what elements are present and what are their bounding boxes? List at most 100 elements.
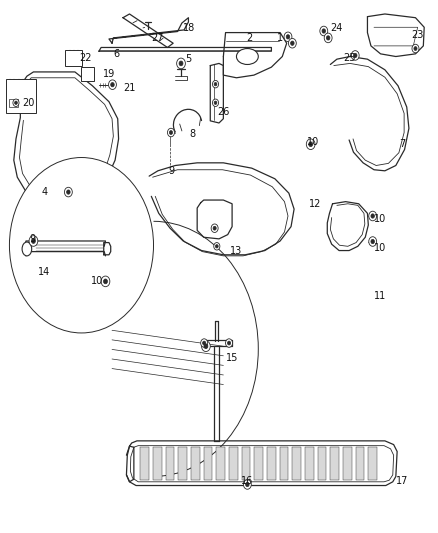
Bar — [368, 447, 377, 480]
Circle shape — [288, 38, 296, 48]
Circle shape — [14, 101, 18, 104]
Text: 14: 14 — [38, 267, 50, 277]
Circle shape — [214, 83, 217, 86]
Bar — [166, 447, 174, 480]
Text: 15: 15 — [226, 353, 238, 364]
Circle shape — [212, 80, 219, 88]
Circle shape — [214, 243, 220, 250]
Text: 24: 24 — [331, 23, 343, 34]
Circle shape — [170, 131, 173, 134]
Text: 12: 12 — [309, 199, 321, 209]
Circle shape — [64, 187, 72, 197]
Bar — [254, 447, 263, 480]
Circle shape — [412, 44, 419, 53]
Circle shape — [201, 341, 210, 352]
Text: 21: 21 — [124, 83, 136, 93]
Text: 20: 20 — [22, 98, 35, 108]
Text: 7: 7 — [399, 139, 406, 149]
Bar — [318, 447, 326, 480]
Circle shape — [212, 99, 219, 107]
Text: 10: 10 — [307, 136, 319, 147]
Text: 18: 18 — [183, 23, 195, 34]
Circle shape — [67, 190, 70, 194]
Bar — [191, 447, 200, 480]
Circle shape — [351, 51, 359, 60]
Circle shape — [111, 83, 114, 87]
Bar — [141, 447, 149, 480]
Circle shape — [201, 339, 208, 348]
Circle shape — [10, 158, 153, 333]
Text: 27: 27 — [151, 33, 163, 43]
Circle shape — [226, 339, 233, 348]
Text: 9: 9 — [29, 234, 35, 244]
Circle shape — [246, 482, 249, 487]
Text: 25: 25 — [343, 53, 355, 62]
Text: 17: 17 — [396, 476, 409, 486]
Text: 10: 10 — [374, 243, 387, 253]
Circle shape — [203, 341, 206, 345]
Circle shape — [32, 239, 35, 244]
Text: 16: 16 — [241, 476, 254, 486]
Circle shape — [211, 224, 218, 232]
Bar — [305, 447, 314, 480]
Bar — [292, 447, 301, 480]
Text: 5: 5 — [185, 54, 191, 64]
Bar — [242, 447, 251, 480]
Bar — [65, 50, 82, 66]
Circle shape — [309, 142, 313, 147]
Circle shape — [109, 80, 117, 90]
Circle shape — [353, 53, 357, 58]
Text: 1: 1 — [277, 33, 283, 43]
Bar — [330, 447, 339, 480]
Circle shape — [29, 236, 38, 246]
Circle shape — [167, 128, 174, 137]
Circle shape — [324, 33, 332, 43]
Circle shape — [371, 214, 374, 218]
Text: 22: 22 — [80, 53, 92, 62]
Bar — [343, 447, 352, 480]
Circle shape — [320, 26, 328, 36]
Circle shape — [322, 29, 325, 33]
Bar — [178, 447, 187, 480]
Text: 6: 6 — [113, 49, 120, 59]
Circle shape — [204, 344, 208, 349]
Circle shape — [326, 36, 330, 40]
Text: 10: 10 — [91, 277, 103, 286]
Bar — [356, 447, 364, 480]
Bar — [204, 447, 212, 480]
Text: 2: 2 — [247, 33, 253, 43]
Circle shape — [290, 41, 294, 45]
Bar — [153, 447, 162, 480]
Text: 26: 26 — [217, 107, 230, 117]
Text: 4: 4 — [41, 187, 47, 197]
Bar — [229, 447, 238, 480]
Circle shape — [13, 99, 19, 107]
Bar — [280, 447, 288, 480]
Ellipse shape — [237, 49, 258, 64]
Bar — [10, 99, 18, 107]
Circle shape — [284, 32, 292, 42]
Circle shape — [306, 139, 315, 150]
Circle shape — [369, 237, 377, 246]
Circle shape — [177, 58, 185, 69]
Circle shape — [103, 279, 107, 284]
Text: 10: 10 — [374, 214, 387, 224]
Circle shape — [414, 46, 417, 51]
Ellipse shape — [22, 242, 32, 256]
Bar — [81, 67, 94, 82]
Circle shape — [215, 245, 218, 248]
Circle shape — [244, 480, 251, 489]
Circle shape — [214, 101, 217, 104]
Bar — [216, 447, 225, 480]
Circle shape — [369, 211, 377, 221]
Circle shape — [101, 276, 110, 287]
Circle shape — [286, 35, 290, 39]
Text: 11: 11 — [374, 290, 387, 301]
Text: 19: 19 — [103, 69, 115, 79]
Circle shape — [227, 341, 231, 345]
Text: 13: 13 — [230, 246, 243, 255]
Text: 8: 8 — [190, 128, 196, 139]
Bar — [267, 447, 276, 480]
Circle shape — [213, 227, 216, 230]
Bar — [6, 79, 35, 114]
